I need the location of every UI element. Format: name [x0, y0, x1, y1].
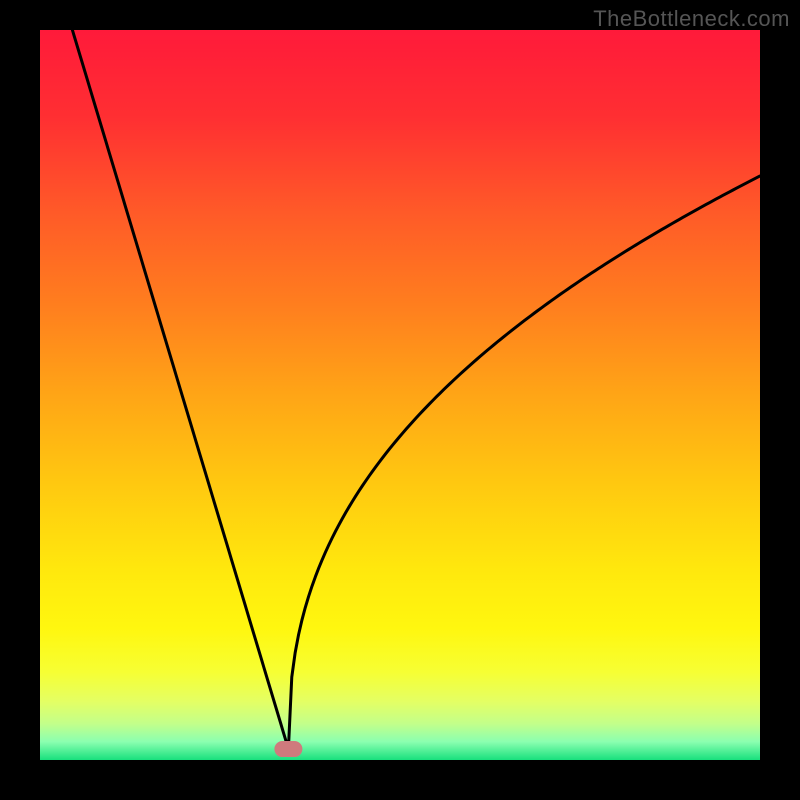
chart-stage: TheBottleneck.com [0, 0, 800, 800]
optimum-marker [274, 741, 302, 757]
bottleneck-chart [0, 0, 800, 800]
plot-background [40, 30, 760, 760]
